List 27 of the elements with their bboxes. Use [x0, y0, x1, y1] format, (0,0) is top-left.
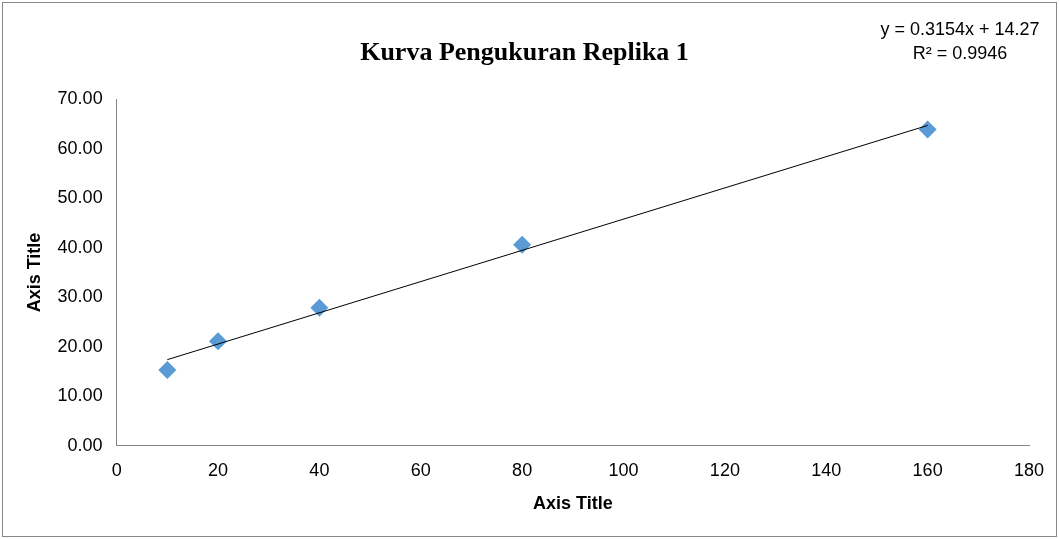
- x-axis-title: Axis Title: [532, 493, 613, 514]
- x-tick-label: 60: [410, 459, 431, 480]
- y-tick-label: 20.00: [57, 335, 103, 356]
- chart-title: Kurva Pengukuran Replika 1: [360, 37, 689, 67]
- y-tick-label: 10.00: [57, 385, 103, 406]
- point: [918, 120, 937, 139]
- x-tick-label: 160: [912, 459, 943, 480]
- y-tick-label: 0.00: [67, 434, 103, 455]
- text: R² = 0.9946: [912, 42, 1008, 63]
- x-tick-label: 0: [111, 459, 122, 480]
- x-tick-label: 140: [811, 459, 842, 480]
- x-tick-label: 80: [512, 459, 533, 480]
- x-tick-label: 120: [709, 459, 740, 480]
- text: y = 0.3154x + 14.27: [880, 18, 1040, 39]
- y-tick-label: 30.00: [57, 286, 103, 307]
- x-tick-label: 100: [608, 459, 639, 480]
- y-tick-label: 70.00: [57, 88, 103, 109]
- point: [513, 235, 532, 254]
- x-tick-label: 180: [1013, 459, 1045, 480]
- y-axis-title: Axis Title: [23, 232, 44, 313]
- y-tick-label: 60.00: [57, 137, 103, 158]
- point: [310, 298, 329, 317]
- y-tick-label: 40.00: [57, 236, 103, 257]
- x-tick-label: 40: [309, 459, 330, 480]
- point: [158, 361, 177, 380]
- y-tick-label: 50.00: [57, 187, 103, 208]
- x-tick-label: 20: [208, 459, 229, 480]
